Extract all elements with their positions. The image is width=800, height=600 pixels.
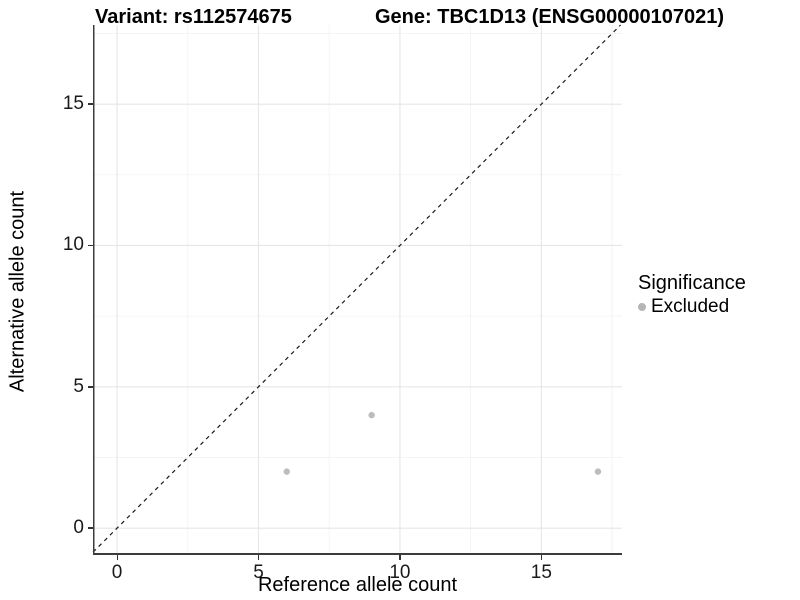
y-tick-label: 5 <box>73 375 84 397</box>
legend: Significance Excluded <box>638 272 746 318</box>
variant-title: Variant: rs112574675 <box>95 6 292 28</box>
y-tick-label: 0 <box>73 517 84 539</box>
data-point <box>283 468 290 475</box>
y-tick-label: 15 <box>62 93 84 115</box>
x-tick-label: 15 <box>530 562 552 583</box>
y-tick-mark <box>88 527 93 529</box>
y-tick-mark <box>88 244 93 247</box>
y-tick-mark <box>88 386 93 388</box>
x-tick-label: 5 <box>253 562 264 583</box>
y-tick-label: 10 <box>62 234 84 256</box>
plot-panel <box>92 24 622 555</box>
y-tick-mark <box>88 103 93 105</box>
data-point <box>368 411 375 419</box>
y-axis-title: Alternative allele count <box>6 190 29 393</box>
x-tick-label: 0 <box>111 562 123 583</box>
x-tick-mark <box>257 555 260 560</box>
x-axis-title: Reference allele count <box>257 574 457 596</box>
legend-item-excluded: Excluded <box>638 296 746 318</box>
legend-title: Significance <box>638 272 746 294</box>
plot-canvas <box>92 24 622 555</box>
x-tick-mark <box>399 555 401 560</box>
data-point <box>594 468 602 475</box>
gene-title: Gene: TBC1D13 (ENSG00000107021) <box>375 6 725 28</box>
excluded-point-icon <box>638 303 646 311</box>
x-tick-mark <box>116 555 119 560</box>
x-tick-mark <box>540 555 543 560</box>
x-tick-label: 10 <box>389 562 411 583</box>
legend-item-label: Excluded <box>651 296 730 317</box>
